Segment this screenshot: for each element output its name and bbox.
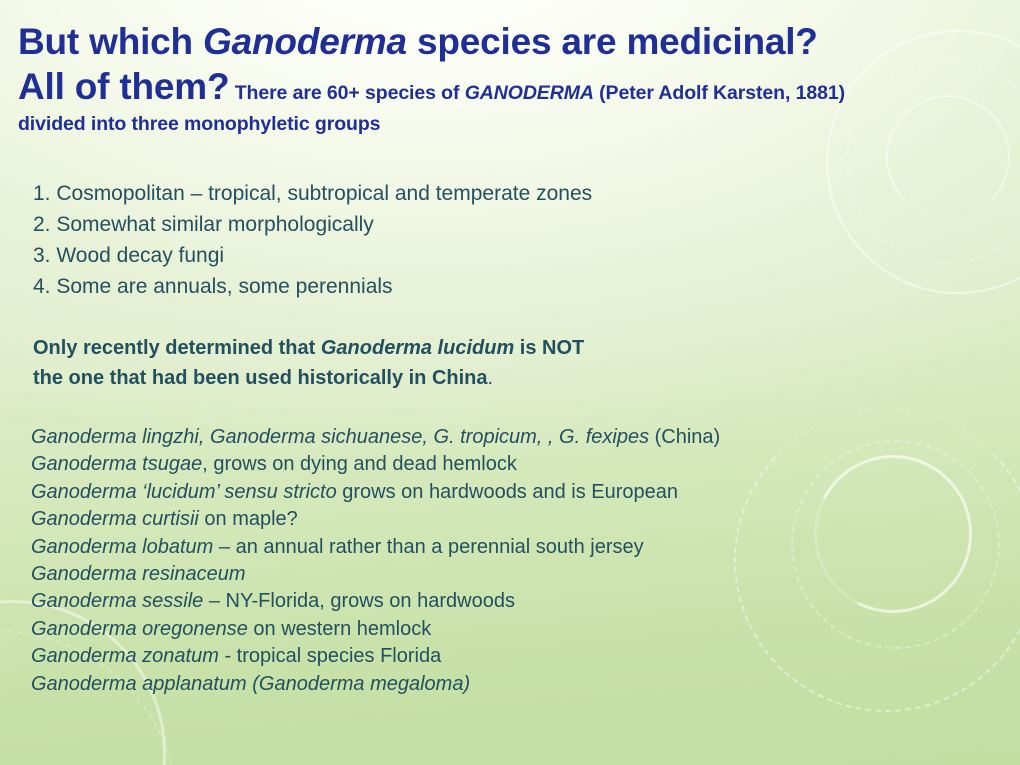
highlight-note: Only recently determined that Ganoderma … xyxy=(33,333,933,394)
title-subtitle-suffix: (Peter Adolf Karsten, 1881) xyxy=(593,81,845,104)
highlight-note-species: Ganoderma lucidum xyxy=(320,337,515,359)
species-list-item: Ganoderma resinaceum xyxy=(31,561,991,588)
highlight-note-line2-period: . xyxy=(487,367,494,390)
highlight-note-line2-text: the one that had been used historically … xyxy=(33,367,488,390)
title-line1-suffix: species are medicinal? xyxy=(406,21,818,62)
species-name: Ganoderma oregonense xyxy=(31,617,248,640)
numbered-point-2: 2. Somewhat similar morphologically xyxy=(33,213,374,237)
species-list-item: Ganoderma tsugae, grows on dying and dea… xyxy=(31,451,991,478)
numbered-points-list: 1. Cosmopolitan – tropical, subtropical … xyxy=(33,178,933,302)
highlight-note-line-2: the one that had been used historically … xyxy=(33,363,933,393)
species-note: – an annual rather than a perennial sout… xyxy=(213,535,644,558)
slide-title-line-1: But which Ganoderma species are medicina… xyxy=(18,20,1003,64)
title-line1-genus: Ganoderma xyxy=(203,21,407,62)
title-subtitle-wrapper: There are 60+ species of GANODERMA (Pete… xyxy=(229,82,845,104)
species-list-item: Ganoderma curtisii on maple? xyxy=(31,506,991,533)
species-list-item: Ganoderma zonatum - tropical species Flo… xyxy=(31,643,991,670)
numbered-point-1: 1. Cosmopolitan – tropical, subtropical … xyxy=(33,182,593,205)
species-list-item: Ganoderma ‘lucidum’ sensu stricto grows … xyxy=(31,479,991,506)
highlight-note-line-1: Only recently determined that Ganoderma … xyxy=(33,333,933,363)
slide-title-block: But which Ganoderma species are medicina… xyxy=(18,20,1003,139)
species-note: , grows on dying and dead hemlock xyxy=(202,453,517,476)
title-subtitle-genus: GANODERMA xyxy=(464,81,594,104)
species-name: Ganoderma ‘lucidum’ sensu stricto xyxy=(31,480,337,503)
slide-title-line-3: divided into three monophyletic groups xyxy=(18,112,381,135)
species-note: - tropical species Florida xyxy=(218,645,442,668)
species-list-item: Ganoderma lobatum – an annual rather tha… xyxy=(31,534,991,561)
highlight-note-prefix: Only recently determined that xyxy=(33,337,321,359)
species-name: Ganoderma applanatum (Ganoderma megaloma… xyxy=(31,672,471,695)
species-name: Ganoderma tsugae xyxy=(31,453,203,476)
species-name: Ganoderma sessile xyxy=(31,590,204,613)
slide-title-line-2: All of them? There are 60+ species of GA… xyxy=(18,64,1003,110)
species-name: Ganoderma lobatum xyxy=(31,535,214,558)
species-list-item: Ganoderma applanatum (Ganoderma megaloma… xyxy=(31,671,991,698)
species-name: Ganoderma resinaceum xyxy=(31,562,246,585)
numbered-point-4: 4. Some are annuals, some perennials xyxy=(33,275,393,299)
title-subtitle-prefix: There are 60+ species of xyxy=(234,81,465,104)
title-line1-prefix: But which xyxy=(18,21,204,62)
species-name: Ganoderma lingzhi, Ganoderma sichuanese,… xyxy=(31,426,650,448)
numbered-point-3: 3. Wood decay fungi xyxy=(33,244,225,268)
species-list-item: Ganoderma sessile – NY-Florida, grows on… xyxy=(31,588,991,615)
highlight-note-suffix: is NOT xyxy=(514,337,585,359)
species-list: Ganoderma lingzhi, Ganoderma sichuanese,… xyxy=(31,424,991,698)
species-note: grows on hardwoods and is European xyxy=(336,480,679,503)
species-note: (China) xyxy=(649,426,721,448)
species-name: Ganoderma zonatum xyxy=(31,645,219,668)
species-note: on maple? xyxy=(198,508,298,531)
title-line2-main: All of them? xyxy=(18,65,230,107)
species-list-item: Ganoderma oregonense on western hemlock xyxy=(31,616,991,643)
species-name: Ganoderma curtisii xyxy=(31,508,199,531)
species-note: – NY-Florida, grows on hardwoods xyxy=(203,590,515,613)
species-note: on western hemlock xyxy=(247,617,432,640)
species-list-item: Ganoderma lingzhi, Ganoderma sichuanese,… xyxy=(31,424,991,451)
